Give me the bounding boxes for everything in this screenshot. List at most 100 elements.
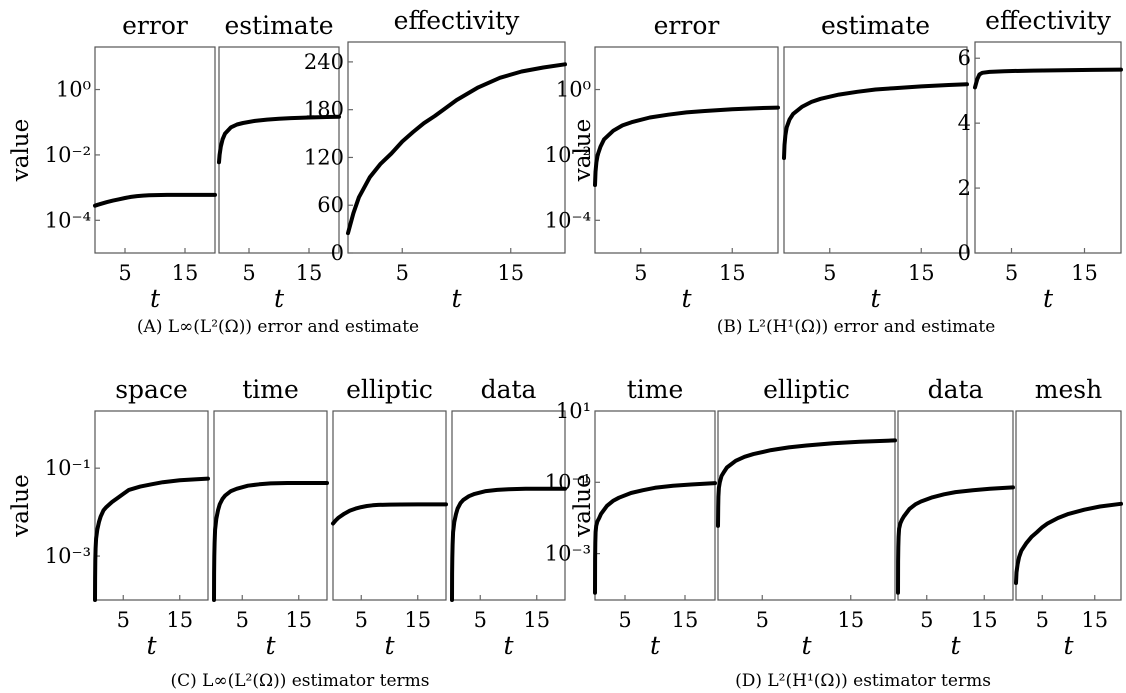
x-tick-label-d-time: 5 <box>618 608 631 632</box>
y-tick-label-c-space: 10⁻³ <box>45 544 91 568</box>
y-tick-label-a-error: 10⁻² <box>45 143 91 167</box>
panel-frame-a-error <box>94 46 216 254</box>
series-line-c-data <box>450 486 567 602</box>
y-tick-label-a-effectivity: 60 <box>317 193 344 217</box>
panel-frame-d-time <box>594 410 716 601</box>
panel-frame-c-data <box>451 410 566 601</box>
series-line-c-time <box>212 481 329 602</box>
series-line-b-error <box>593 105 780 187</box>
x-tick-label-d-mesh: 15 <box>1081 608 1108 632</box>
y-tick-label-b-effectivity: 6 <box>958 46 971 70</box>
y-axis-label-d: value <box>570 474 596 538</box>
x-tick-label-d-data: 5 <box>920 608 933 632</box>
x-tick-label-b-estimate: 5 <box>823 261 836 285</box>
x-axis-label-b-error: t <box>681 284 692 313</box>
y-tick-label-a-error: 10⁰ <box>56 78 91 102</box>
y-tick-label-a-effectivity: 180 <box>304 98 344 122</box>
x-tick-label-d-mesh: 5 <box>1036 608 1049 632</box>
y-tick-label-a-effectivity: 120 <box>304 145 344 169</box>
x-axis-label-c-elliptic: t <box>384 631 395 660</box>
x-tick-label-c-space: 5 <box>117 608 130 632</box>
x-axis-label-d-elliptic: t <box>801 631 812 660</box>
x-tick-label-b-error: 5 <box>634 261 647 285</box>
x-tick-label-c-elliptic: 5 <box>355 608 368 632</box>
x-axis-label-c-time: t <box>265 631 276 660</box>
panel-title-c-data: data <box>481 375 537 404</box>
series-line-d-data <box>896 485 1015 595</box>
y-tick-label-b-effectivity: 4 <box>958 111 971 135</box>
panel-title-a-effectivity: effectivity <box>394 6 521 35</box>
panel-frame-c-space <box>94 410 209 601</box>
series-line-d-time <box>593 481 717 595</box>
x-tick-label-b-effectivity: 15 <box>1071 261 1098 285</box>
x-tick-label-c-time: 15 <box>285 608 312 632</box>
y-axis-label-c: value <box>8 474 34 538</box>
y-tick-label-a-error: 10⁻⁴ <box>45 208 91 232</box>
series-line-c-space <box>93 476 210 602</box>
panel-frame-b-estimate <box>783 46 968 254</box>
x-tick-label-b-effectivity: 5 <box>1005 261 1018 285</box>
panel-frame-c-time <box>213 410 328 601</box>
panel-title-b-error: error <box>654 11 720 40</box>
x-tick-label-c-time: 5 <box>236 608 249 632</box>
panel-title-d-mesh: mesh <box>1035 375 1102 404</box>
x-axis-label-d-mesh: t <box>1063 631 1074 660</box>
x-tick-label-b-error: 15 <box>719 261 746 285</box>
x-tick-label-d-elliptic: 15 <box>837 608 864 632</box>
y-tick-label-d-time: 10¹ <box>556 399 591 423</box>
series-line-a-estimate <box>217 114 341 165</box>
panel-frame-d-data <box>897 410 1014 601</box>
y-tick-label-d-time: 10⁻³ <box>545 542 591 566</box>
y-tick-label-b-error: 10⁻² <box>545 143 591 167</box>
caption-a: (A) L∞(L²(Ω)) error and estimate <box>137 317 419 337</box>
x-axis-label-a-estimate: t <box>274 284 285 313</box>
x-tick-label-c-space: 15 <box>166 608 193 632</box>
series-line-a-effectivity <box>346 62 567 236</box>
series-line-b-estimate <box>782 82 969 161</box>
x-tick-label-a-effectivity: 5 <box>396 261 409 285</box>
y-tick-label-b-error: 10⁰ <box>556 78 591 102</box>
panel-title-b-effectivity: effectivity <box>985 6 1112 35</box>
x-axis-label-c-space: t <box>146 631 157 660</box>
y-tick-label-c-space: 10⁻¹ <box>45 456 91 480</box>
y-tick-label-d-time: 10⁻¹ <box>545 470 591 494</box>
series-line-d-elliptic <box>716 438 897 528</box>
y-tick-label-b-error: 10⁻⁴ <box>545 208 591 232</box>
panel-title-c-time: time <box>242 375 299 404</box>
x-tick-label-c-data: 5 <box>474 608 487 632</box>
x-axis-label-c-data: t <box>503 631 514 660</box>
y-axis-label-a: value <box>8 119 34 183</box>
caption-b: (B) L²(H¹(Ω)) error and estimate <box>717 317 996 337</box>
x-tick-label-c-data: 15 <box>523 608 550 632</box>
x-tick-label-a-estimate: 5 <box>242 261 255 285</box>
panel-title-b-estimate: estimate <box>821 11 930 40</box>
y-tick-label-a-effectivity: 240 <box>304 50 344 74</box>
panel-title-a-estimate: estimate <box>224 11 333 40</box>
y-tick-label-b-effectivity: 2 <box>958 176 971 200</box>
series-line-c-elliptic <box>331 502 448 526</box>
x-axis-label-b-estimate: t <box>870 284 881 313</box>
x-axis-label-a-effectivity: t <box>451 284 462 313</box>
x-tick-label-b-estimate: 15 <box>908 261 935 285</box>
panel-title-c-elliptic: elliptic <box>346 375 433 404</box>
x-tick-label-a-estimate: 15 <box>296 261 323 285</box>
x-tick-label-a-error: 15 <box>172 261 199 285</box>
x-axis-label-a-error: t <box>150 284 161 313</box>
x-tick-label-a-error: 5 <box>118 261 131 285</box>
x-tick-label-a-effectivity: 15 <box>497 261 524 285</box>
panel-title-d-elliptic: elliptic <box>763 375 850 404</box>
x-tick-label-c-elliptic: 15 <box>404 608 431 632</box>
series-line-b-effectivity <box>973 67 1123 90</box>
x-tick-label-d-elliptic: 5 <box>756 608 769 632</box>
series-line-a-error <box>93 192 217 208</box>
x-axis-label-d-data: t <box>950 631 961 660</box>
x-tick-label-d-time: 15 <box>672 608 699 632</box>
y-tick-label-a-effectivity: 0 <box>331 241 344 265</box>
y-axis-label-b: value <box>570 119 596 183</box>
panel-frame-d-elliptic <box>717 410 896 601</box>
panel-title-a-error: error <box>122 11 188 40</box>
caption-d: (D) L²(H¹(Ω)) estimator terms <box>735 671 991 691</box>
panel-title-d-data: data <box>928 375 984 404</box>
x-tick-label-d-data: 15 <box>971 608 998 632</box>
